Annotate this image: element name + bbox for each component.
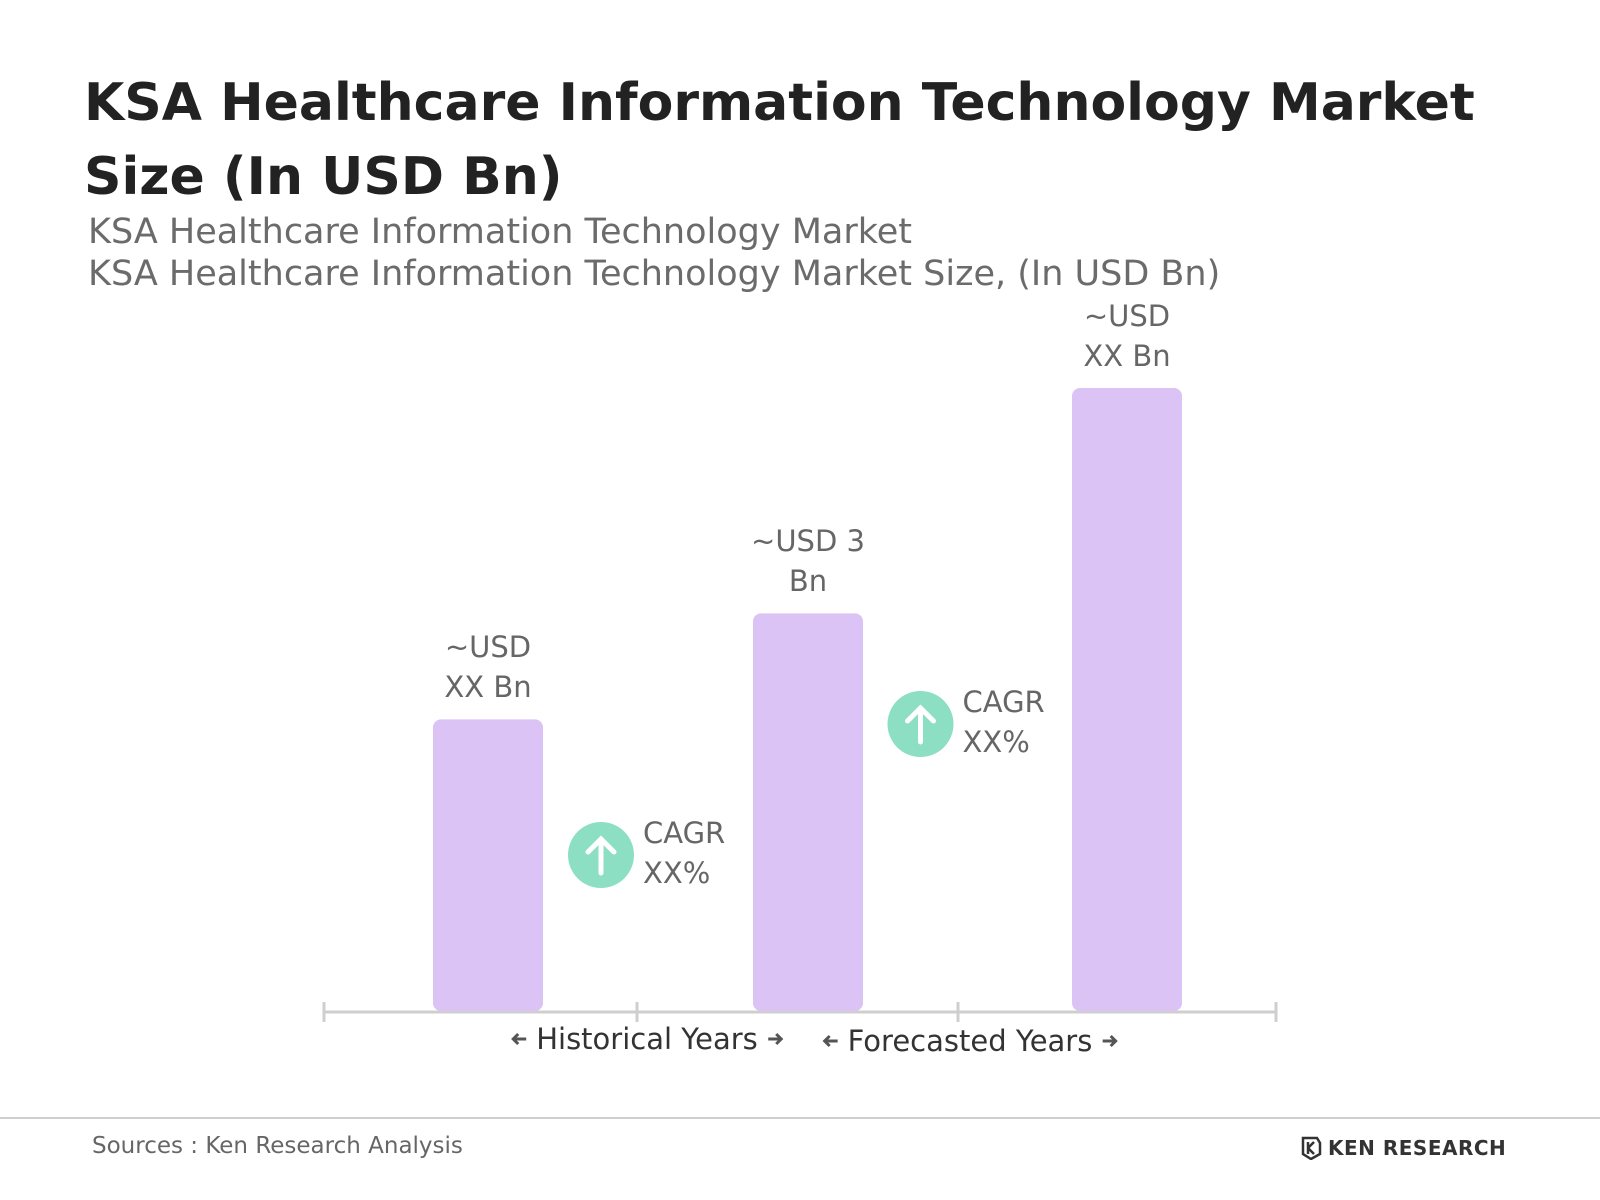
value-label: ~USD 3 Bn xyxy=(751,524,865,599)
period-label: Forecasted Years xyxy=(822,1024,1119,1058)
cagr-arrow xyxy=(585,835,617,876)
period-text: Forecasted Years xyxy=(847,1024,1093,1058)
subtitle: KSA Healthcare Information Technology Ma… xyxy=(88,212,913,252)
bar xyxy=(753,613,863,1011)
logo: KEN RESEARCH xyxy=(1300,1136,1506,1160)
logo-text: KEN RESEARCH xyxy=(1328,1136,1507,1160)
bar xyxy=(1072,388,1182,1011)
bar xyxy=(433,719,543,1011)
chart-title: KSA Healthcare Information Technology Ma… xyxy=(84,73,1475,207)
period-label: Historical Years xyxy=(510,1022,784,1056)
cagr-label: CAGR XX% xyxy=(962,685,1045,759)
value-label: ~USD XX Bn xyxy=(444,630,532,705)
arrow-left xyxy=(511,1032,527,1046)
source: Sources : Ken Research Analysis xyxy=(92,1133,463,1159)
arrow-right xyxy=(1102,1034,1118,1048)
period-text: Historical Years xyxy=(536,1022,758,1056)
subtitle: KSA Healthcare Information Technology Ma… xyxy=(88,254,1221,294)
cagr-arrow xyxy=(905,704,936,745)
arrow-left xyxy=(822,1034,838,1048)
arrow-right xyxy=(767,1032,783,1046)
cagr-label: CAGR XX% xyxy=(643,816,726,890)
value-label: ~USD XX Bn xyxy=(1083,299,1171,373)
logo-icon xyxy=(1301,1136,1322,1160)
